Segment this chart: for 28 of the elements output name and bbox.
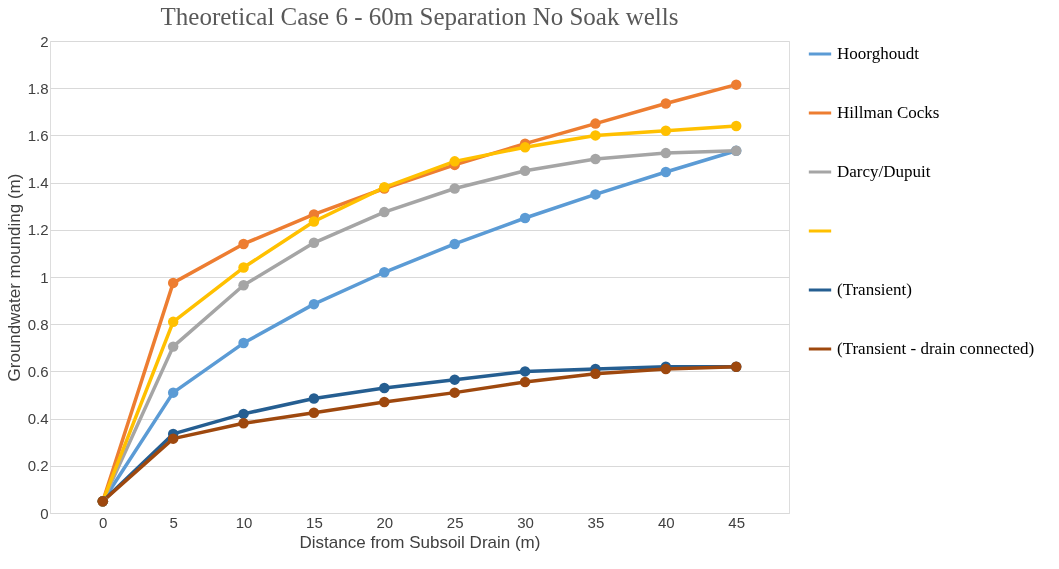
x-tick-label: 10	[235, 513, 253, 531]
x-tick-label: 15	[306, 513, 323, 531]
x-tick-label: 5	[169, 513, 178, 531]
x-tick-label: 45	[728, 513, 746, 531]
y-tick-label: 2	[40, 32, 49, 50]
y-tick-label: 0.2	[27, 457, 49, 475]
x-tick-label: 35	[587, 513, 605, 531]
x-axis-title: Distance from Subsoil Drain (m)	[299, 532, 541, 552]
y-tick-label: 1.6	[27, 126, 49, 144]
y-tick-label: 1.4	[27, 174, 49, 192]
x-tick-label: 25	[446, 513, 464, 531]
legend-label: Hoorghoudt	[837, 44, 920, 63]
y-tick-label: 1.2	[27, 221, 49, 239]
legend-label: Hillman Cocks	[837, 103, 940, 122]
y-tick-label: 0.6	[27, 362, 49, 380]
y-tick-label: 1.8	[27, 79, 49, 97]
chart-title: Theoretical Case 6 - 60m Separation No Soak wells	[160, 3, 679, 30]
y-tick-label: 0.8	[27, 315, 49, 333]
y-tick-label: 0.4	[27, 410, 49, 428]
legend-label: (Transient - drain connected)	[837, 339, 1035, 358]
legend-label: (Transient)	[837, 280, 912, 299]
x-tick-label: 20	[376, 513, 394, 531]
x-tick-label: 40	[657, 513, 675, 531]
x-tick-label: 0	[99, 513, 108, 531]
y-axis-title: Groundwater mounding (m)	[4, 173, 24, 382]
legend-label: Darcy/Dupuit	[837, 162, 931, 181]
x-tick-label: 30	[517, 513, 534, 531]
y-tick-label: 1	[40, 268, 49, 286]
